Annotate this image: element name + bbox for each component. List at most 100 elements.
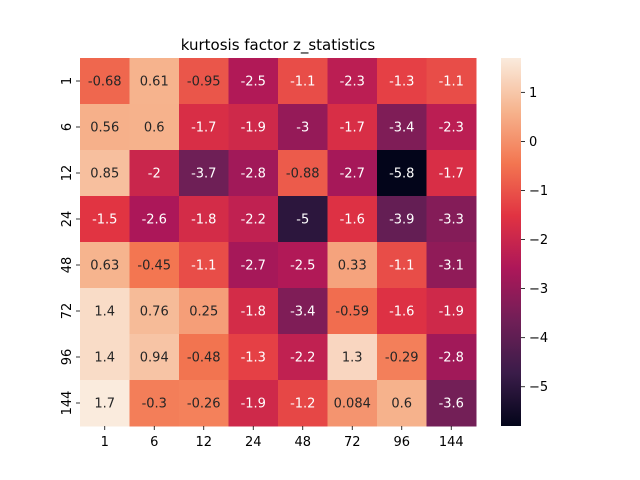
colorbar-tick-label: 1 xyxy=(529,86,537,101)
cell-value-label: -1.9 xyxy=(439,305,464,320)
heatmap-cell xyxy=(228,242,279,289)
cell-value-label: -1.7 xyxy=(191,121,216,136)
heatmap-cell xyxy=(327,380,378,427)
heatmap-cell xyxy=(228,58,279,105)
heatmap-cell xyxy=(327,334,378,381)
heatmap-cell xyxy=(179,196,229,243)
cell-value-label: -0.29 xyxy=(385,351,419,366)
heatmap-cell xyxy=(228,288,279,335)
heatmap-cell xyxy=(179,380,229,427)
cell-value-label: -0.95 xyxy=(187,75,221,90)
heatmap-cell xyxy=(179,150,229,197)
cell-value-label: -2.8 xyxy=(241,167,266,182)
heatmap-cell xyxy=(80,104,130,151)
cell-value-label: -1.8 xyxy=(241,305,266,320)
cell-value-label: 1.4 xyxy=(94,351,115,366)
colorbar-tick-label: −5 xyxy=(529,380,548,395)
heatmap-cell xyxy=(377,380,427,427)
cell-value-label: -0.26 xyxy=(187,397,221,412)
cell-value-label: -1.2 xyxy=(290,397,315,412)
heatmap-cell xyxy=(228,150,279,197)
y-tick-label: 72 xyxy=(60,303,75,320)
cell-value-label: -1.5 xyxy=(92,213,117,228)
cell-value-label: -3 xyxy=(296,121,309,136)
cell-value-label: -1.3 xyxy=(241,351,266,366)
heatmap-cell xyxy=(179,242,229,289)
heatmap-cell xyxy=(327,242,378,289)
cell-value-label: -3.4 xyxy=(389,121,414,136)
heatmap-cell xyxy=(129,104,180,151)
colorbar-tick-label: −1 xyxy=(529,184,548,199)
heatmap-cell xyxy=(327,104,378,151)
heatmap-cell xyxy=(426,334,477,381)
heatmap-cell xyxy=(278,380,328,427)
heatmap-cell xyxy=(278,196,328,243)
heatmap-cell xyxy=(129,58,180,105)
colorbar-tick-label: 0 xyxy=(529,135,537,150)
heatmap-cell xyxy=(228,104,279,151)
cell-value-label: 0.6 xyxy=(144,121,165,136)
cell-value-label: -1.9 xyxy=(241,397,266,412)
heatmap-cell xyxy=(278,150,328,197)
colorbar: 1 0 −1 −2 −3 −4 −5 xyxy=(501,58,548,426)
y-tick-label: 48 xyxy=(60,257,75,274)
heatmap-cell xyxy=(377,196,427,243)
heatmap-cell xyxy=(426,242,477,289)
heatmap-cell xyxy=(228,334,279,381)
cell-value-label: -0.88 xyxy=(286,167,320,182)
cell-value-label: -2 xyxy=(148,167,161,182)
heatmap-cell xyxy=(327,58,378,105)
cell-value-label: -0.68 xyxy=(88,75,122,90)
cell-value-label: 0.61 xyxy=(140,75,169,90)
heatmap-cell xyxy=(278,334,328,381)
cell-value-label: 0.76 xyxy=(140,305,169,320)
y-tick-label: 6 xyxy=(60,123,75,131)
cell-value-label: 1.7 xyxy=(94,397,115,412)
heatmap-cell xyxy=(426,104,477,151)
heatmap-cell xyxy=(426,288,477,335)
heatmap-cell xyxy=(377,288,427,335)
y-tick-label: 1 xyxy=(60,77,75,85)
cell-value-label: -3.3 xyxy=(439,213,464,228)
heatmap-cell xyxy=(278,104,328,151)
heatmap-cell xyxy=(327,288,378,335)
cell-value-label: -3.6 xyxy=(439,397,464,412)
heatmap-cell xyxy=(179,334,229,381)
cell-value-label: -1.1 xyxy=(191,259,216,274)
cell-value-label: -1.3 xyxy=(389,75,414,90)
cell-value-label: -2.2 xyxy=(241,213,266,228)
heatmap-cell xyxy=(129,380,180,427)
cell-value-label: -0.45 xyxy=(137,259,171,274)
cell-value-label: -3.7 xyxy=(191,167,216,182)
heatmap-cell xyxy=(327,196,378,243)
heatmap-cell xyxy=(80,380,130,427)
y-tick-label: 144 xyxy=(60,391,75,416)
chart-title: kurtosis factor z_statistics xyxy=(181,36,376,55)
heatmap-cell xyxy=(426,380,477,427)
colorbar-gradient xyxy=(501,58,521,426)
cell-value-label: -2.5 xyxy=(290,259,315,274)
y-axis: 1 6 12 24 48 72 96 144 xyxy=(60,77,80,416)
cell-value-label: 0.6 xyxy=(391,397,412,412)
heatmap-cell xyxy=(179,104,229,151)
heatmap-cell xyxy=(278,288,328,335)
cell-value-label: -2.2 xyxy=(290,351,315,366)
y-tick-label: 24 xyxy=(60,211,75,228)
x-axis: 1 6 12 24 48 72 96 144 xyxy=(101,426,464,450)
cell-value-label: -1.7 xyxy=(340,121,365,136)
cell-value-label: -5 xyxy=(296,213,309,228)
heatmap-cell xyxy=(426,58,477,105)
heatmap-cell xyxy=(129,150,180,197)
colorbar-tick-label: −2 xyxy=(529,233,548,248)
heatmap-cell xyxy=(278,242,328,289)
cell-value-label: 1.4 xyxy=(94,305,115,320)
heatmap-cell xyxy=(129,334,180,381)
cell-value-label: -3.4 xyxy=(290,305,315,320)
colorbar-tick-label: −4 xyxy=(529,331,548,346)
heatmap-cell xyxy=(80,196,130,243)
cell-value-label: -2.3 xyxy=(340,75,365,90)
heatmap-cell xyxy=(426,196,477,243)
cell-value-label: -2.3 xyxy=(439,121,464,136)
cell-value-label: 0.63 xyxy=(90,259,119,274)
